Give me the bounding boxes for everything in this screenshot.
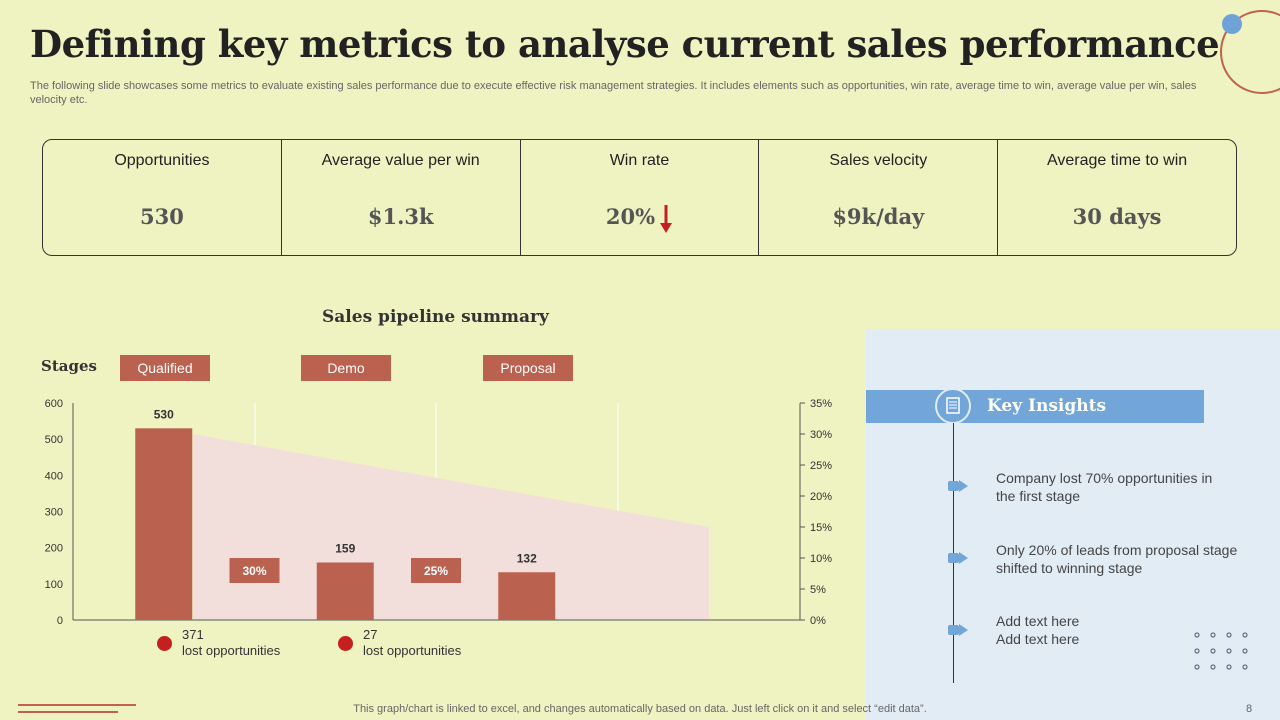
decorative-dots [1194, 632, 1248, 670]
conversion-label: 25% [424, 564, 448, 578]
document-icon-glyph [946, 397, 960, 414]
key-insights-title: Key Insights [987, 396, 1107, 416]
bar-value-label: 132 [517, 551, 537, 565]
insight-item: Company lost 70% opportunities in the fi… [996, 469, 1266, 505]
metric-value: 20% [605, 204, 656, 229]
metric-average-value-per-win: Average value per win $1.3k [282, 140, 521, 255]
key-insights-header [866, 390, 1204, 423]
y2-tick-label: 15% [810, 522, 832, 534]
metric-label: Win rate [609, 152, 670, 169]
y2-tick-label: 35% [810, 398, 832, 410]
footer-note: This graph/chart is linked to excel, and… [353, 703, 927, 715]
page-title: Defining key metrics to analyse current … [30, 22, 1220, 66]
bullet-arrow-icon [948, 480, 968, 492]
stage-tag-proposal: Proposal [483, 355, 573, 381]
y2-tick-label: 5% [810, 584, 826, 596]
lost-text: lost opportunities [363, 643, 462, 658]
insight-line: Add text here [996, 613, 1080, 629]
metric-label: Average value per win [321, 152, 480, 169]
insight-item: Only 20% of leads from proposal stage sh… [996, 541, 1266, 577]
lost-text: lost opportunities [182, 643, 281, 658]
bar-value-label: 530 [154, 407, 174, 421]
insight-line: shifted to winning stage [996, 560, 1143, 576]
metrics-panel: Opportunities 530 Average value per win … [42, 139, 1237, 256]
footer-accent-line [18, 704, 136, 706]
y2-tick-label: 30% [810, 429, 832, 441]
page-subtitle: The following slide showcases some metri… [30, 80, 1197, 106]
lost-opportunities-qualified: 371 lost opportunities [182, 627, 280, 659]
chart-title: Sales pipeline summary [322, 307, 549, 327]
y-tick-label: 300 [45, 507, 63, 519]
lost-count: 371 [182, 627, 204, 642]
insight-line: Add text here [996, 631, 1080, 647]
document-icon [935, 388, 971, 424]
footer-accent-line [18, 711, 118, 713]
stage-tag-demo: Demo [301, 355, 391, 381]
lost-down-icon [157, 636, 172, 651]
metric-value: 30 days [1072, 204, 1162, 229]
metric-value: $1.3k [367, 204, 434, 229]
y-tick-label: 500 [45, 434, 63, 446]
y-tick-label: 100 [45, 579, 63, 591]
y2-tick-label: 25% [810, 460, 832, 472]
bar-qualified [135, 428, 193, 620]
y-tick-label: 200 [45, 543, 63, 555]
bullet-arrow-icon [948, 552, 968, 564]
conversion-badge [411, 558, 461, 583]
metric-value: 530 [139, 204, 184, 229]
metric-win-rate: Win rate 20% [521, 140, 760, 255]
metric-average-time-to-win: Average time to win 30 days [998, 140, 1236, 255]
metric-label: Sales velocity [829, 152, 928, 169]
stages-label: Stages [41, 357, 97, 375]
conversion-badge [229, 558, 280, 583]
lost-opportunities-demo: 27 lost opportunities [363, 627, 461, 659]
conversion-label: 30% [242, 564, 266, 578]
y2-tick-label: 10% [810, 553, 832, 565]
y-tick-label: 600 [45, 398, 63, 410]
decorative-dot [1222, 14, 1242, 34]
metric-sales-velocity: Sales velocity $9k/day [759, 140, 999, 255]
metric-opportunities: Opportunities 530 [43, 140, 282, 255]
bullet-arrow-icon [948, 624, 968, 636]
insight-item: Add text here Add text here [996, 612, 1266, 648]
page-number: 8 [1246, 703, 1253, 715]
y2-tick-label: 0% [810, 615, 826, 627]
conversion-area [193, 434, 709, 620]
metric-label: Opportunities [114, 152, 210, 169]
bar-value-label: 159 [335, 541, 355, 555]
lost-count: 27 [363, 627, 378, 642]
y-tick-label: 400 [45, 470, 63, 482]
bar-proposal [498, 572, 556, 620]
down-arrow-icon [660, 204, 673, 233]
insight-line: the first stage [996, 488, 1081, 504]
y-tick-label: 0 [57, 615, 63, 627]
bar-demo [316, 562, 374, 620]
metric-label: Average time to win [1046, 152, 1188, 169]
metric-value-wrap: 20% [521, 204, 759, 233]
lost-down-icon [338, 636, 353, 651]
stage-tag-qualified: Qualified [120, 355, 210, 381]
insight-line: Only 20% of leads from proposal stage [996, 542, 1238, 558]
insight-line: Company lost 70% opportunities in [996, 470, 1213, 486]
sales-pipeline-chart: 0 100 200 300 400 500 600 0% 5% 10% 15% 20% 25% 30% 35… [45, 398, 833, 627]
metric-value: $9k/day [832, 204, 925, 229]
y2-tick-label: 20% [810, 491, 832, 503]
